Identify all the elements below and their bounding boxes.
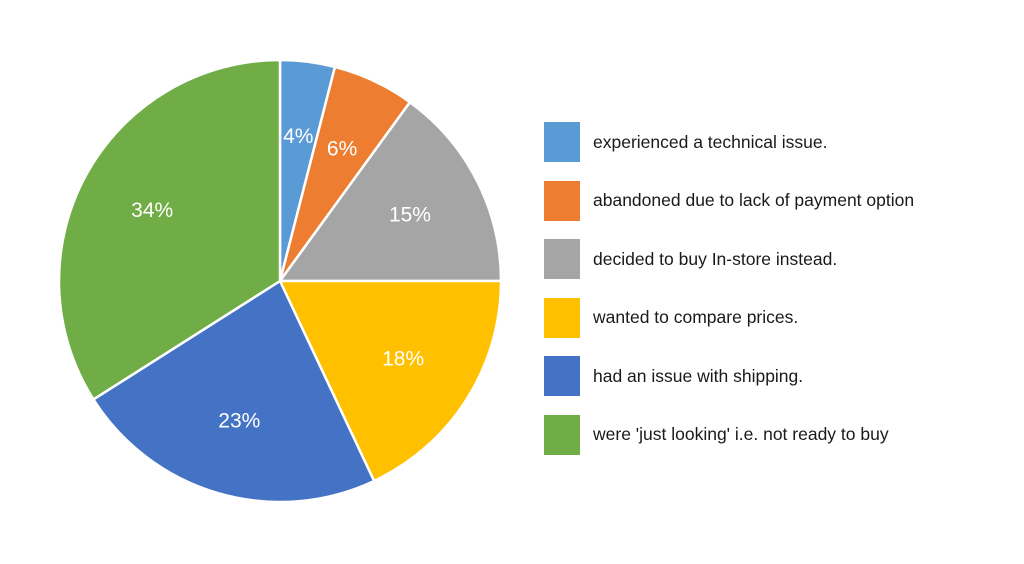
- slice-data-label-5: 34%: [131, 199, 173, 222]
- legend-item-4: had an issue with shipping.: [544, 356, 1014, 396]
- legend-label-1: abandoned due to lack of payment option: [593, 190, 915, 210]
- slice-data-label-0: 4%: [283, 125, 313, 148]
- slice-data-label-1: 6%: [327, 138, 357, 161]
- legend-swatch-4: [544, 356, 580, 396]
- legend-label-2: decided to buy In-store instead.: [593, 248, 838, 269]
- legend-label-0: experienced a technical issue.: [593, 131, 828, 152]
- legend-swatch-2: [544, 239, 580, 279]
- legend-item-0: experienced a technical issue.: [544, 122, 1014, 162]
- pie-slice-5: [57, 58, 282, 402]
- legend-swatch-0: [544, 122, 580, 162]
- pie-slice-3: [278, 279, 503, 483]
- slice-data-label-2: 15%: [389, 203, 431, 226]
- pie-slice-4: [91, 279, 376, 504]
- legend-swatch-1: [544, 180, 580, 221]
- legend-item-2: decided to buy In-store instead.: [544, 239, 1014, 279]
- legend-label-4: had an issue with shipping.: [593, 365, 804, 386]
- pie-slice-2: [277, 100, 503, 283]
- legend-item-1: abandoned due to lack of payment option: [544, 180, 1014, 221]
- legend-item-3: wanted to compare prices.: [544, 297, 1014, 338]
- legend-swatch-3: [544, 297, 580, 338]
- legend-label-3: wanted to compare prices.: [593, 307, 799, 327]
- slice-data-label-4: 23%: [218, 410, 260, 433]
- legend-item-5: were 'just looking' i.e. not ready to bu…: [544, 414, 1014, 455]
- legend-label-5: were 'just looking' i.e. not ready to bu…: [593, 424, 889, 444]
- chart-legend: experienced a technical issue. abandoned …: [544, 122, 1014, 473]
- slice-data-label-3: 18%: [382, 348, 424, 371]
- legend-swatch-5: [544, 414, 580, 455]
